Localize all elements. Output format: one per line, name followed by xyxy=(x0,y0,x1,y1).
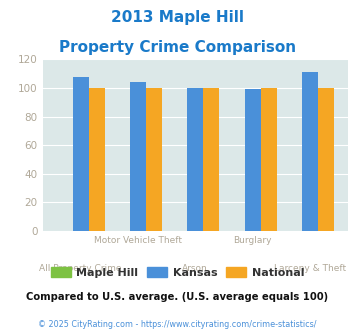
Bar xyxy=(187,88,203,231)
Bar xyxy=(130,82,146,231)
Bar xyxy=(203,88,219,231)
Text: 2013 Maple Hill: 2013 Maple Hill xyxy=(111,10,244,25)
Text: Property Crime Comparison: Property Crime Comparison xyxy=(59,40,296,54)
Bar xyxy=(261,88,277,231)
Bar xyxy=(89,88,105,231)
Bar xyxy=(146,88,162,231)
Bar xyxy=(245,89,261,231)
Legend: Maple Hill, Kansas, National: Maple Hill, Kansas, National xyxy=(46,263,309,282)
Text: © 2025 CityRating.com - https://www.cityrating.com/crime-statistics/: © 2025 CityRating.com - https://www.city… xyxy=(38,320,317,329)
Text: Arson: Arson xyxy=(182,264,208,273)
Bar xyxy=(318,88,334,231)
Text: Larceny & Theft: Larceny & Theft xyxy=(274,264,346,273)
Text: All Property Crime: All Property Crime xyxy=(39,264,122,273)
Bar xyxy=(72,77,89,231)
Bar xyxy=(302,72,318,231)
Text: Compared to U.S. average. (U.S. average equals 100): Compared to U.S. average. (U.S. average … xyxy=(26,292,329,302)
